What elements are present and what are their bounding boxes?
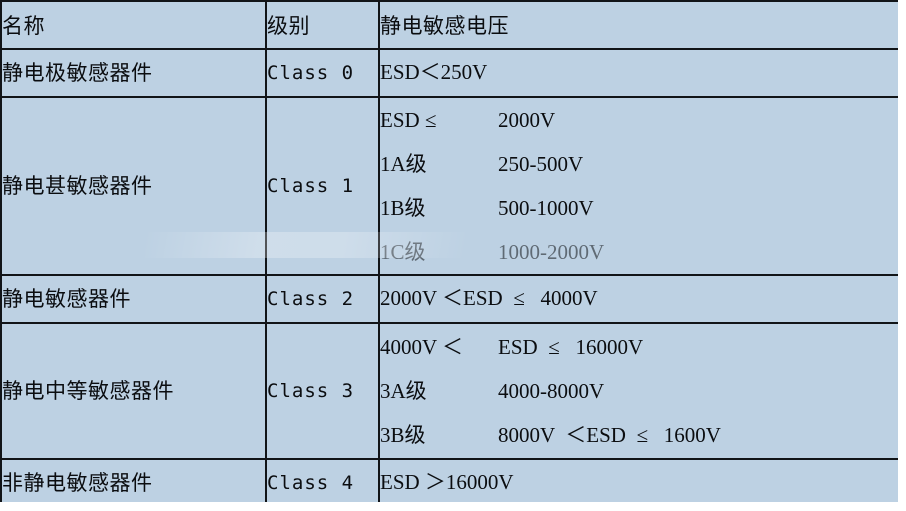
device-class-cell: Class 4 [265, 458, 380, 508]
device-voltage-cell: 2000V ＜ESD ≤ 4000V [378, 274, 900, 324]
voltage-value: 2000V [498, 108, 556, 132]
voltage-line: 1A级 250-500V [380, 142, 898, 186]
table-row: 静电敏感器件 Class 2 2000V ＜ESD ≤ 4000V [0, 274, 900, 324]
voltage-label: 1C级 [380, 240, 426, 264]
voltage-label: ESD ≤ [380, 108, 437, 132]
voltage-line: ESD＜250V [380, 61, 898, 84]
voltage-line: 3B级 8000V ＜ESD ≤ 1600V [380, 413, 898, 457]
voltage-label: 3B级 [380, 423, 426, 447]
table-header-row: 名称 级别 静电敏感电压 [0, 0, 900, 50]
device-class-cell: Class 0 [265, 48, 380, 98]
device-name-cell: 静电中等敏感器件 [0, 322, 267, 460]
voltage-line-group: ESD ≤ 2000V 1A级 250-500V 1B级 500-1000V [380, 98, 898, 274]
voltage-line-group: 2000V ＜ESD ≤ 4000V [380, 287, 898, 310]
column-header-class: 级别 [265, 0, 380, 50]
table-row: 静电中等敏感器件 Class 3 4000V ＜ ESD ≤ 16000V 3A… [0, 322, 900, 460]
voltage-line-group: ESD ＞16000V [380, 471, 898, 494]
voltage-line: ESD ＞16000V [380, 471, 898, 494]
voltage-label: 1B级 [380, 196, 426, 220]
voltage-line: 1C级 1000-2000V [380, 230, 898, 274]
device-voltage-cell: ESD＜250V [378, 48, 900, 98]
voltage-value: 4000-8000V [498, 379, 605, 403]
table-row: 非静电敏感器件 Class 4 ESD ＞16000V [0, 458, 900, 508]
voltage-label: 4000V ＜ [380, 335, 464, 359]
device-class-cell: Class 2 [265, 274, 380, 324]
voltage-line-group: 4000V ＜ ESD ≤ 16000V 3A级 4000-8000V 3B级 … [380, 325, 898, 457]
voltage-value: ESD ＞16000V [380, 470, 514, 495]
voltage-value: ESD ≤ 16000V [498, 335, 644, 359]
voltage-line: ESD ≤ 2000V [380, 98, 898, 142]
device-name-cell: 静电极敏感器件 [0, 48, 267, 98]
voltage-line: 3A级 4000-8000V [380, 369, 898, 413]
voltage-value: 250-500V [498, 152, 584, 176]
voltage-value: 2000V ＜ESD ≤ 4000V [380, 286, 598, 311]
voltage-value: 500-1000V [498, 196, 594, 220]
device-voltage-cell: ESD ≤ 2000V 1A级 250-500V 1B级 500-1000V [378, 96, 900, 276]
voltage-line: 1B级 500-1000V [380, 186, 898, 230]
column-header-name: 名称 [0, 0, 267, 50]
voltage-line: 4000V ＜ ESD ≤ 16000V [380, 325, 898, 369]
voltage-value: ESD＜250V [380, 60, 488, 85]
device-name-cell: 静电甚敏感器件 [0, 96, 267, 276]
table-row: 静电极敏感器件 Class 0 ESD＜250V [0, 48, 900, 98]
column-header-voltage: 静电敏感电压 [378, 0, 900, 50]
device-class-cell: Class 1 [265, 96, 380, 276]
voltage-value: 1000-2000V [498, 240, 605, 264]
voltage-line: 2000V ＜ESD ≤ 4000V [380, 287, 898, 310]
page-right-margin [898, 0, 906, 511]
voltage-line-group: ESD＜250V [380, 61, 898, 84]
device-name-cell: 静电敏感器件 [0, 274, 267, 324]
device-name-cell: 非静电敏感器件 [0, 458, 267, 508]
table-row: 静电甚敏感器件 Class 1 ESD ≤ 2000V 1A级 250-500V [0, 96, 900, 276]
voltage-value: 8000V ＜ESD ≤ 1600V [498, 423, 721, 447]
voltage-label: 1A级 [380, 152, 427, 176]
device-class-cell: Class 3 [265, 322, 380, 460]
voltage-label: 3A级 [380, 379, 427, 403]
page-bottom-margin [0, 502, 906, 511]
device-voltage-cell: 4000V ＜ ESD ≤ 16000V 3A级 4000-8000V 3B级 … [378, 322, 900, 460]
device-voltage-cell: ESD ＞16000V [378, 458, 900, 508]
